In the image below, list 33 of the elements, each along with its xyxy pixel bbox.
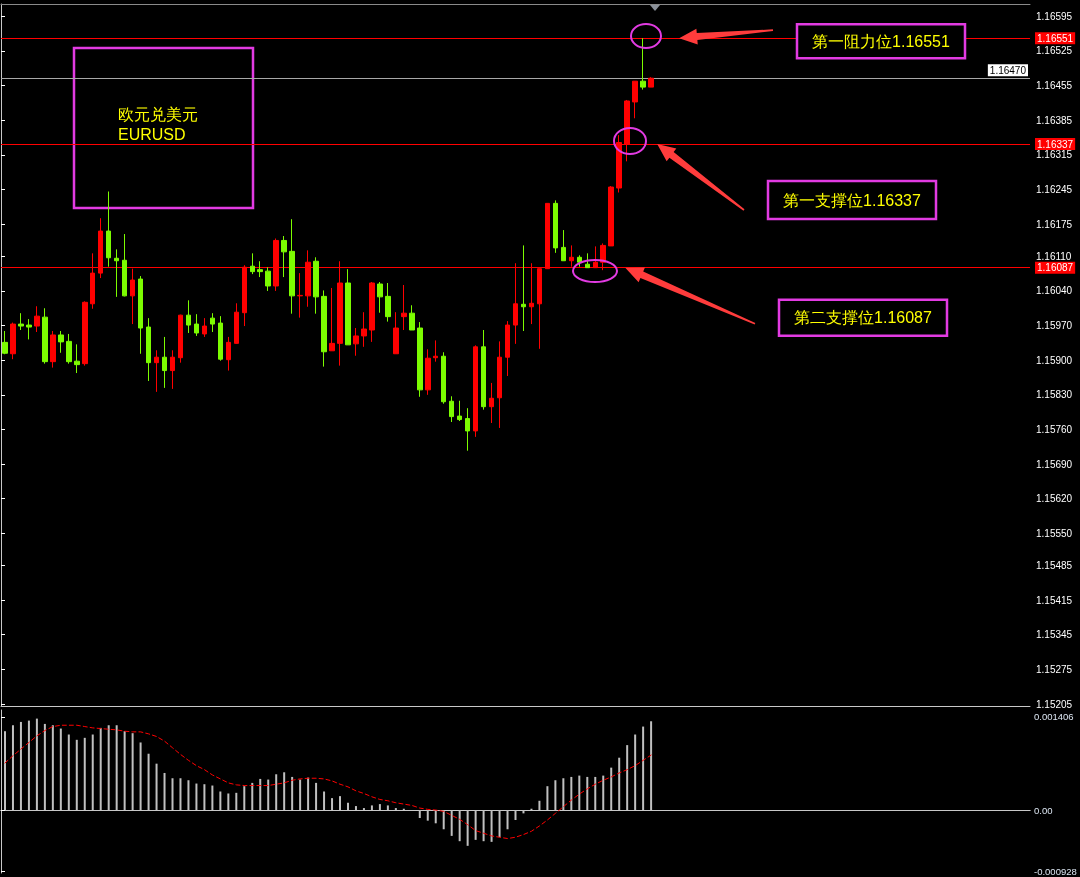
y-tick-label: 1.16315 bbox=[1036, 149, 1073, 161]
y-tick-label: 0.001406 bbox=[1034, 711, 1074, 723]
y-tick-label: 1.16455 bbox=[1036, 80, 1073, 92]
ref-line-label: 1.16551 bbox=[1037, 32, 1074, 44]
text: EURUSD bbox=[118, 125, 186, 143]
y-tick-label: 1.16525 bbox=[1036, 45, 1073, 57]
y-tick-label: 1.15415 bbox=[1036, 594, 1073, 606]
y-tick-label: 1.15275 bbox=[1036, 663, 1073, 675]
annotation: 第二支撑位1.16087 bbox=[794, 309, 933, 327]
y-tick-label: 1.16595 bbox=[1036, 10, 1073, 22]
annotation: 第一阻力位1.16551 bbox=[812, 32, 951, 50]
ref-line-label: 1.16337 bbox=[1037, 138, 1074, 150]
y-tick-label: 1.16175 bbox=[1036, 218, 1073, 230]
y-tick-label: 1.15830 bbox=[1036, 389, 1073, 401]
ref-line-label: 1.16087 bbox=[1037, 262, 1074, 274]
y-tick-label: 1.15620 bbox=[1036, 493, 1073, 505]
y-tick-label: 1.15550 bbox=[1036, 527, 1073, 539]
y-tick-label: 1.16040 bbox=[1036, 285, 1073, 297]
annotation: 第一支撑位1.16337 bbox=[783, 191, 922, 209]
y-tick-label: -0.000928 bbox=[1034, 866, 1077, 877]
y-tick-label: 1.15345 bbox=[1036, 629, 1073, 641]
y-tick-label: 1.15485 bbox=[1036, 559, 1073, 571]
y-tick-label: 0.00 bbox=[1034, 804, 1053, 816]
text: 欧元兑美元 bbox=[118, 105, 198, 123]
y-tick-label: 1.16110 bbox=[1036, 250, 1072, 262]
y-tick-label: 1.15760 bbox=[1036, 423, 1073, 435]
y-tick-label: 1.16245 bbox=[1036, 184, 1073, 196]
y-tick-label: 1.15970 bbox=[1036, 320, 1073, 332]
ref-line-label: 1.16470 bbox=[989, 64, 1027, 76]
y-tick-label: 1.15690 bbox=[1036, 458, 1073, 470]
y-tick-label: 1.15205 bbox=[1036, 698, 1073, 710]
y-tick-label: 1.16385 bbox=[1036, 114, 1073, 126]
y-tick-label: 1.15900 bbox=[1036, 354, 1073, 366]
